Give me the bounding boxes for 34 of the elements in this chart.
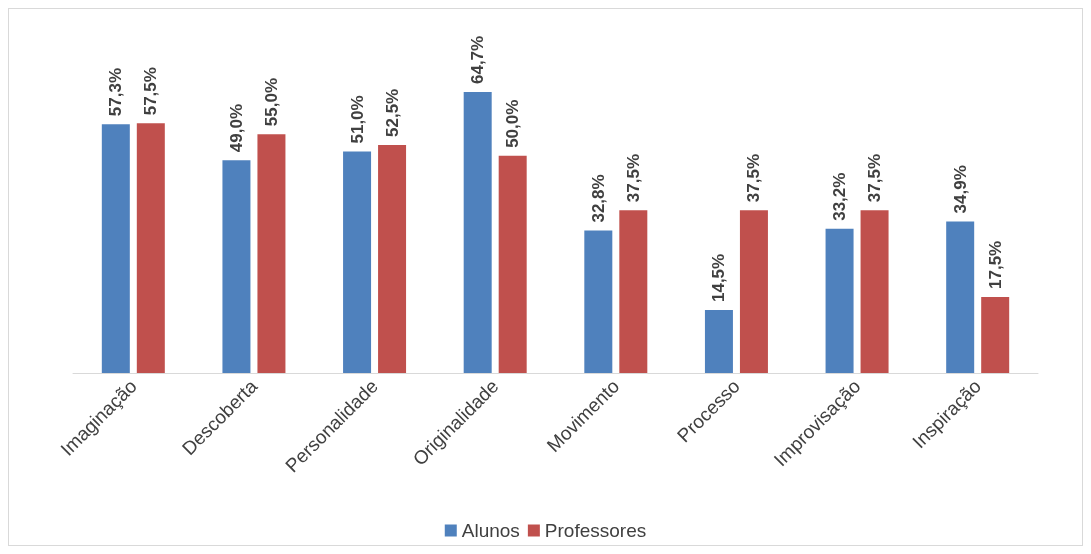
data-label: 52,5% xyxy=(382,88,402,137)
data-label: 32,8% xyxy=(588,174,608,223)
data-label: 51,0% xyxy=(347,95,367,144)
data-label: 57,3% xyxy=(106,67,126,117)
bar xyxy=(222,160,251,373)
data-label: 57,5% xyxy=(141,67,161,116)
legend-label: Alunos xyxy=(461,520,520,541)
bar xyxy=(101,124,130,373)
bar xyxy=(825,228,854,373)
bar xyxy=(860,210,889,373)
data-label: 55,0% xyxy=(261,77,281,127)
data-label: 37,5% xyxy=(865,153,885,203)
data-label: 37,5% xyxy=(623,153,643,203)
data-label: 17,5% xyxy=(985,240,1005,289)
data-label: 50,0% xyxy=(503,99,523,148)
legend-label: Professores xyxy=(544,520,647,541)
bar xyxy=(498,155,527,373)
data-label: 14,5% xyxy=(709,253,729,303)
bar xyxy=(463,92,492,373)
bar xyxy=(739,210,768,373)
bar xyxy=(257,134,286,373)
bar xyxy=(619,210,648,373)
bar xyxy=(981,297,1010,373)
data-label: 64,7% xyxy=(468,35,488,85)
bar xyxy=(343,151,372,373)
data-label: 49,0% xyxy=(226,104,246,153)
data-label: 37,5% xyxy=(744,153,764,203)
bar xyxy=(584,230,613,373)
bar xyxy=(378,145,407,373)
bar xyxy=(946,221,975,373)
bar xyxy=(704,310,733,373)
data-label: 34,9% xyxy=(950,165,970,214)
data-label: 33,2% xyxy=(830,172,850,221)
bar xyxy=(136,123,165,373)
